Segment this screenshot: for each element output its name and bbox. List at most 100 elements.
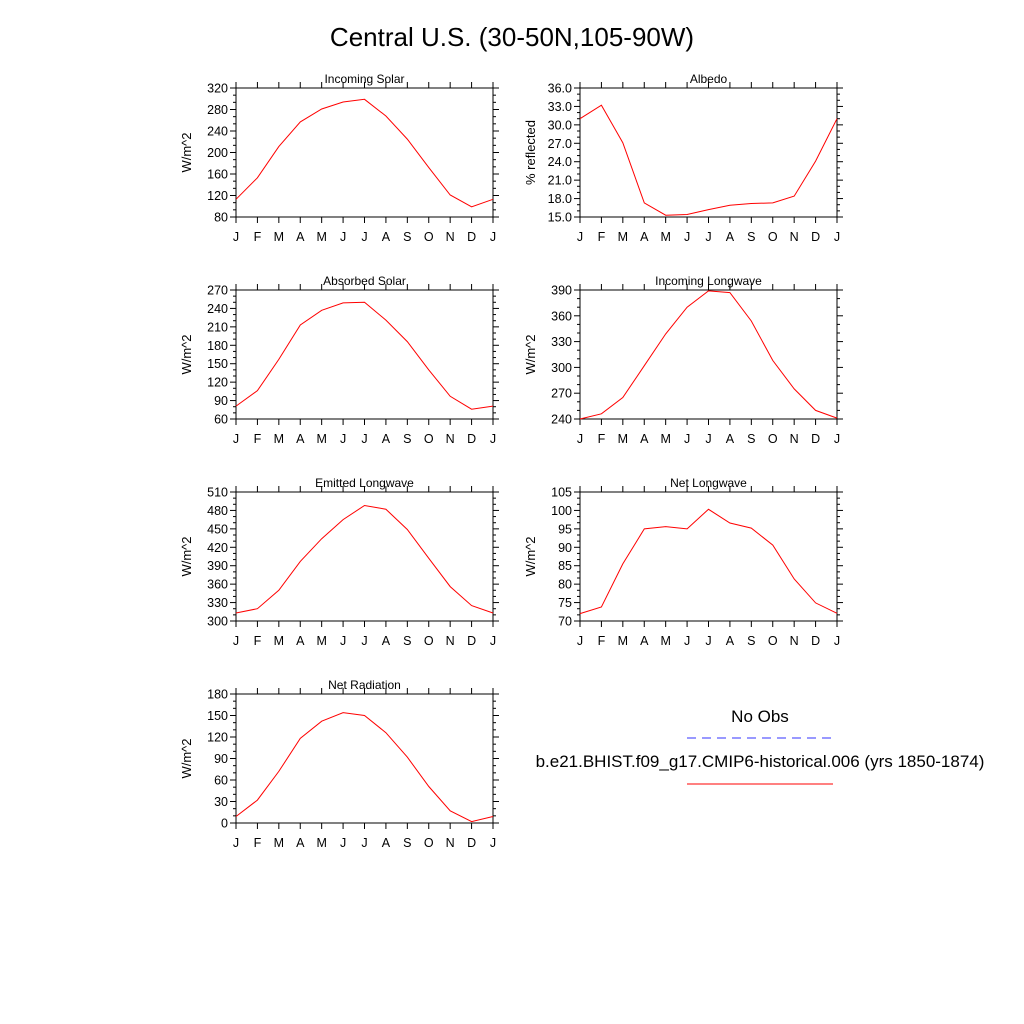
x-tick-label: J xyxy=(361,432,367,446)
x-tick-label: J xyxy=(577,230,583,244)
x-tick-label: O xyxy=(424,836,434,850)
x-tick-label: A xyxy=(382,432,391,446)
y-tick-label: 90 xyxy=(214,752,228,766)
plot-frame xyxy=(235,693,494,824)
y-tick-label: 330 xyxy=(551,335,572,349)
x-tick-label: M xyxy=(618,634,628,648)
y-tick-label: 80 xyxy=(558,578,572,592)
x-tick-label: N xyxy=(790,230,799,244)
y-tick-label: 240 xyxy=(207,302,228,316)
x-tick-label: M xyxy=(618,432,628,446)
y-tick-label: 60 xyxy=(214,413,228,427)
x-tick-label: D xyxy=(467,432,476,446)
x-tick-label: F xyxy=(254,230,262,244)
y-tick-label: 30.0 xyxy=(548,118,572,132)
x-tick-label: J xyxy=(705,230,711,244)
x-tick-label: M xyxy=(316,230,326,244)
y-axis-label: W/m^2 xyxy=(179,334,194,374)
x-tick-label: S xyxy=(403,230,411,244)
y-tick-label: 18.0 xyxy=(548,192,572,206)
x-tick-label: A xyxy=(296,230,305,244)
x-tick-label: A xyxy=(640,634,649,648)
x-tick-label: O xyxy=(424,230,434,244)
panel-title: Albedo xyxy=(690,72,728,86)
x-tick-label: A xyxy=(726,634,735,648)
x-tick-label: J xyxy=(577,634,583,648)
y-tick-label: 180 xyxy=(207,339,228,353)
y-tick-label: 95 xyxy=(558,522,572,536)
y-tick-label: 240 xyxy=(207,125,228,139)
x-tick-label: D xyxy=(467,836,476,850)
plot-frame xyxy=(579,289,838,420)
y-tick-label: 390 xyxy=(551,284,572,298)
x-tick-label: D xyxy=(467,634,476,648)
y-tick-label: 120 xyxy=(207,189,228,203)
x-tick-label: J xyxy=(233,432,239,446)
x-tick-label: M xyxy=(660,634,670,648)
x-tick-label: A xyxy=(296,432,305,446)
y-tick-label: 15.0 xyxy=(548,211,572,225)
y-tick-label: 320 xyxy=(207,82,228,96)
x-tick-label: J xyxy=(233,836,239,850)
x-tick-label: J xyxy=(834,230,840,244)
y-tick-label: 30 xyxy=(214,795,228,809)
x-tick-label: J xyxy=(705,634,711,648)
y-tick-label: 390 xyxy=(207,559,228,573)
x-tick-label: A xyxy=(640,432,649,446)
y-tick-label: 80 xyxy=(214,211,228,225)
y-axis-label: W/m^2 xyxy=(179,132,194,172)
y-tick-label: 75 xyxy=(558,596,572,610)
y-tick-label: 270 xyxy=(207,284,228,298)
x-tick-label: M xyxy=(274,634,284,648)
y-axis-label: W/m^2 xyxy=(523,334,538,374)
x-tick-label: J xyxy=(490,230,496,244)
x-tick-label: J xyxy=(233,230,239,244)
y-axis-label: W/m^2 xyxy=(523,536,538,576)
x-tick-label: F xyxy=(598,230,606,244)
y-tick-label: 150 xyxy=(207,357,228,371)
y-tick-label: 24.0 xyxy=(548,155,572,169)
y-tick-label: 60 xyxy=(214,774,228,788)
legend-obs-label: No Obs xyxy=(731,707,789,726)
plot-frame xyxy=(235,491,494,622)
x-tick-label: M xyxy=(274,230,284,244)
y-tick-label: 210 xyxy=(207,320,228,334)
x-tick-label: J xyxy=(684,634,690,648)
panel-title: Absorbed Solar xyxy=(323,274,406,288)
series-line-incoming-solar xyxy=(235,98,494,208)
y-tick-label: 300 xyxy=(207,615,228,629)
x-tick-label: A xyxy=(382,836,391,850)
y-tick-label: 240 xyxy=(551,413,572,427)
x-tick-label: M xyxy=(316,432,326,446)
x-tick-label: A xyxy=(382,230,391,244)
y-tick-label: 200 xyxy=(207,146,228,160)
panel-title: Net Longwave xyxy=(670,476,747,490)
x-tick-label: O xyxy=(768,230,778,244)
y-tick-label: 90 xyxy=(558,541,572,555)
y-tick-label: 33.0 xyxy=(548,100,572,114)
y-tick-label: 90 xyxy=(214,394,228,408)
x-tick-label: J xyxy=(705,432,711,446)
y-tick-label: 21.0 xyxy=(548,174,572,188)
y-axis-label: % reflected xyxy=(523,120,538,185)
figure-title: Central U.S. (30-50N,105-90W) xyxy=(330,22,694,52)
plot-frame xyxy=(235,289,494,420)
x-tick-label: S xyxy=(747,634,755,648)
x-tick-label: A xyxy=(382,634,391,648)
y-tick-label: 105 xyxy=(551,486,572,500)
x-tick-label: J xyxy=(340,230,346,244)
x-tick-label: A xyxy=(296,836,305,850)
panel-title: Incoming Longwave xyxy=(655,274,762,288)
x-tick-label: O xyxy=(768,432,778,446)
y-tick-label: 36.0 xyxy=(548,82,572,96)
panel-albedo: Albedo 15.0 18.0 21.0 24.0 27.0 30.0 33.0 36.0 J F… xyxy=(523,72,843,244)
x-tick-label: S xyxy=(747,432,755,446)
x-tick-label: J xyxy=(361,634,367,648)
x-tick-label: S xyxy=(747,230,755,244)
legend-model-label: b.e21.BHIST.f09_g17.CMIP6-historical.006… xyxy=(536,752,985,771)
